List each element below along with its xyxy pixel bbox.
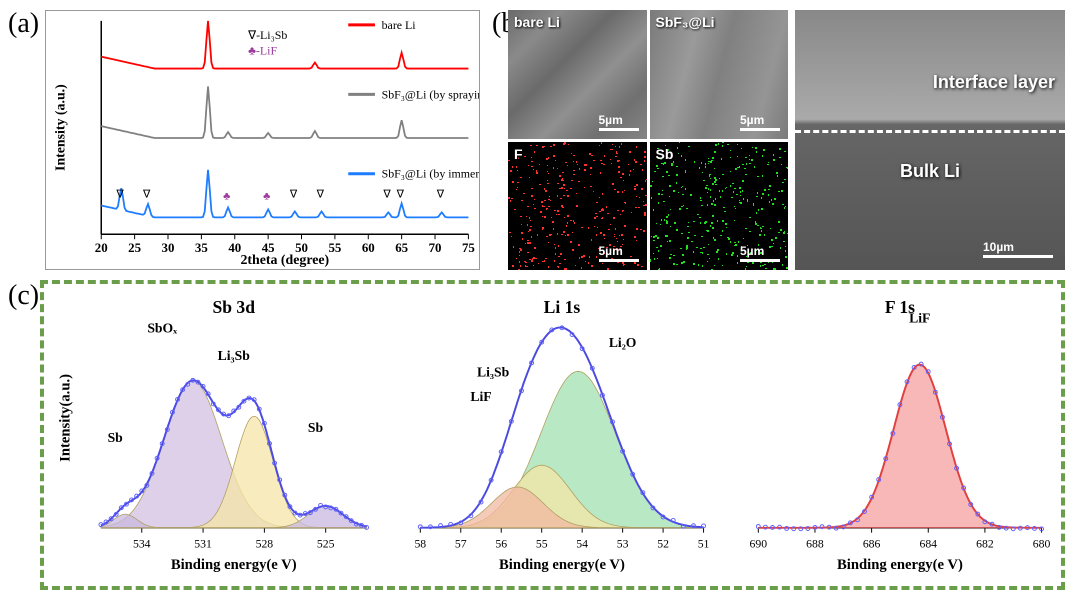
svg-text:525: 525: [317, 537, 335, 550]
svg-text:Li₂O: Li₂O: [609, 335, 637, 350]
svg-text:LiF: LiF: [909, 311, 930, 326]
sem-cell-label: F: [514, 146, 523, 162]
svg-text:53: 53: [617, 537, 629, 550]
svg-text:57: 57: [455, 537, 467, 550]
sem-scale-bar: 5µm: [599, 244, 639, 262]
svg-text:58: 58: [415, 537, 427, 550]
interface-boundary: [795, 130, 1065, 133]
svg-text:52: 52: [658, 537, 670, 550]
panel-c-label: (c): [8, 280, 39, 312]
sem-scale-bar: 5µm: [599, 113, 639, 131]
svg-text:Binding energy(e V): Binding energy(e V): [171, 557, 297, 573]
svg-text:20: 20: [95, 241, 108, 255]
svg-text:56: 56: [496, 537, 508, 550]
sem-cell-2: F 5µm: [508, 142, 647, 271]
svg-text:682: 682: [976, 537, 994, 550]
interface-layer-label: Interface layer: [933, 72, 1055, 93]
sem-cross-section: Interface layer Bulk Li 10µm: [795, 10, 1065, 270]
xps-panel: 534 531 528 525 Binding energy(e V) Intensity…: [40, 280, 1065, 590]
xps-plot-sb3d: 534 531 528 525 Binding energy(e V) Intensity…: [54, 289, 376, 581]
svg-text:∇: ∇: [382, 189, 391, 201]
sem-panel: bare Li 5µm SbF₃@Li 5µm F 5µm Sb 5µm Interface …: [490, 10, 1070, 270]
sem-cell-label: Sb: [656, 146, 674, 162]
svg-text:∇: ∇: [115, 189, 124, 201]
svg-text:LiF: LiF: [471, 389, 492, 404]
sem-scale-bar: 5µm: [740, 244, 780, 262]
xps-svg-0: 534 531 528 525 Binding energy(e V) Intensity…: [54, 289, 376, 581]
sem-grid: bare Li 5µm SbF₃@Li 5µm F 5µm Sb 5µm: [508, 10, 788, 270]
scientific-figure: (a) 2025303540455055606570752theta (degr…: [0, 0, 1080, 600]
svg-text:bare Li: bare Li: [382, 18, 417, 32]
svg-text:55: 55: [328, 241, 341, 255]
svg-text:528: 528: [256, 537, 274, 550]
bulk-li-label: Bulk Li: [900, 161, 960, 182]
svg-text:♣-LiF: ♣-LiF: [248, 44, 277, 58]
svg-text:60: 60: [362, 241, 375, 255]
svg-text:65: 65: [395, 241, 408, 255]
cross-scale-text: 10µm: [983, 240, 1014, 254]
xps-plot-li1s: 58 57 56 55 54 53 52 51 Binding energy(e V) Li 1s…: [391, 289, 713, 581]
cross-scale-line: [983, 255, 1053, 258]
xrd-chart: 2025303540455055606570752theta (degree)I…: [45, 10, 480, 270]
svg-text:684: 684: [919, 537, 937, 550]
svg-text:Sb: Sb: [308, 420, 324, 435]
svg-text:2theta (degree): 2theta (degree): [240, 253, 329, 268]
xrd-svg: 2025303540455055606570752theta (degree)I…: [46, 11, 479, 269]
svg-text:690: 690: [749, 537, 767, 550]
svg-text:35: 35: [195, 241, 208, 255]
svg-text:♣: ♣: [223, 191, 230, 203]
svg-text:∇: ∇: [142, 189, 151, 201]
sem-cell-0: bare Li 5µm: [508, 10, 647, 139]
svg-text:Intensity(a.u.): Intensity(a.u.): [58, 374, 74, 462]
panel-a-label: (a): [8, 8, 39, 40]
xps-plot-f1s: 690688686684682680Binding energy(e V)F 1…: [729, 289, 1051, 581]
svg-text:75: 75: [462, 241, 475, 255]
svg-text:40: 40: [228, 241, 241, 255]
svg-text:Li₃Sb: Li₃Sb: [218, 348, 251, 363]
svg-text:Sb: Sb: [108, 430, 124, 445]
svg-text:Binding energy(e V): Binding energy(e V): [499, 557, 625, 573]
svg-text:54: 54: [577, 537, 589, 550]
svg-text:Intensity (a.u.): Intensity (a.u.): [54, 84, 69, 171]
sem-cell-label: SbF₃@Li: [656, 14, 715, 30]
svg-text:Li₃Sb: Li₃Sb: [477, 364, 510, 379]
svg-text:686: 686: [862, 537, 880, 550]
svg-text:55: 55: [536, 537, 548, 550]
svg-text:688: 688: [806, 537, 824, 550]
svg-text:∇: ∇: [289, 189, 298, 201]
svg-text:Sb 3d: Sb 3d: [212, 297, 255, 317]
xps-svg-1: 58 57 56 55 54 53 52 51 Binding energy(e V) Li 1s…: [391, 289, 713, 581]
svg-text:∇: ∇: [316, 189, 325, 201]
sem-cell-1: SbF₃@Li 5µm: [650, 10, 789, 139]
svg-text:♣: ♣: [263, 191, 270, 203]
svg-text:SbF₃@Li (by spraying): SbF₃@Li (by spraying): [382, 87, 479, 101]
svg-text:Li 1s: Li 1s: [544, 297, 581, 317]
svg-text:51: 51: [698, 537, 710, 550]
svg-text:680: 680: [1032, 537, 1050, 550]
svg-text:25: 25: [128, 241, 141, 255]
svg-text:30: 30: [162, 241, 175, 255]
svg-text:Binding energy(e V): Binding energy(e V): [837, 557, 963, 573]
svg-text:531: 531: [194, 537, 212, 550]
xps-svg-2: 690688686684682680Binding energy(e V)F 1…: [729, 289, 1051, 581]
svg-text:70: 70: [429, 241, 442, 255]
svg-text:534: 534: [133, 537, 151, 550]
sem-scale-bar: 5µm: [740, 113, 780, 131]
cross-scale-bar: 10µm: [983, 240, 1053, 258]
xps-grid: 534 531 528 525 Binding energy(e V) Intensity…: [54, 289, 1051, 581]
svg-text:∇: ∇: [436, 189, 445, 201]
svg-text:SbF₃@Li (by immersing): SbF₃@Li (by immersing): [382, 167, 479, 181]
sem-cell-3: Sb 5µm: [650, 142, 789, 271]
svg-text:∇: ∇: [396, 189, 405, 201]
sem-cell-label: bare Li: [514, 14, 560, 30]
svg-text:∇-Li₃Sb: ∇-Li₃Sb: [247, 28, 287, 42]
svg-text:SbOₓ: SbOₓ: [147, 320, 177, 335]
